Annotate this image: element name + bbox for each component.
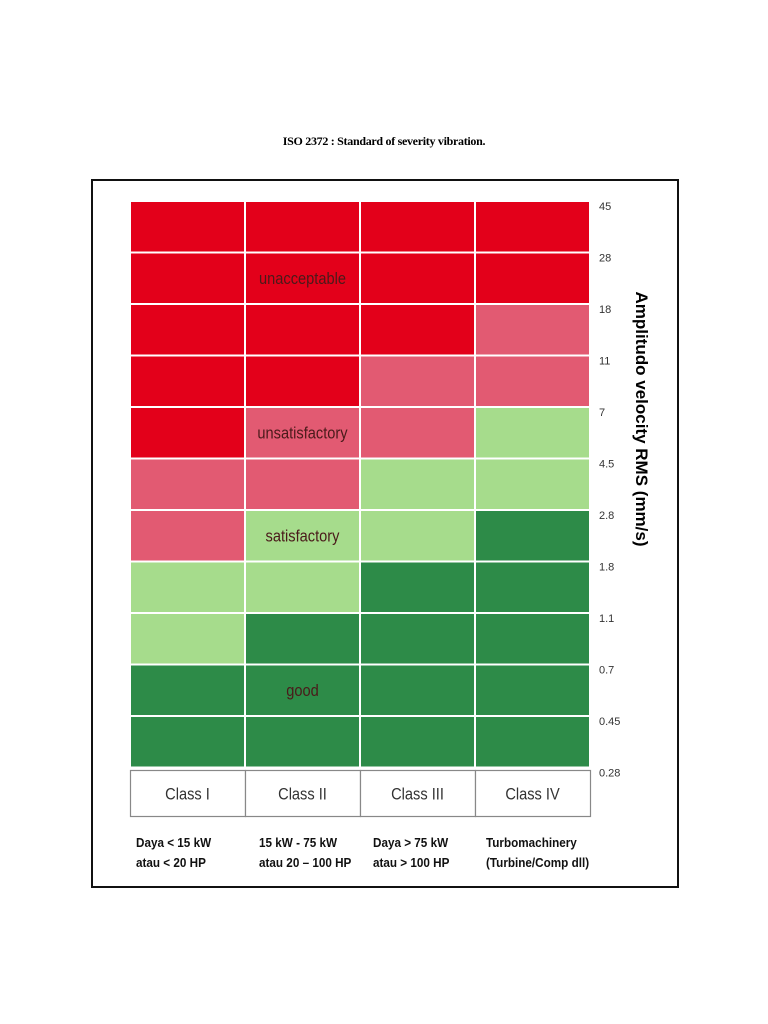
y-tick-label: 2.8 (599, 510, 614, 522)
y-tick-label: 0.28 (599, 768, 620, 780)
class-boxes: Class I Class II Class III Class IV (129, 769, 592, 818)
zone-cell-good (476, 614, 589, 664)
zone-cell-unsatisfactory (131, 511, 244, 561)
zone-cell-good (246, 614, 359, 664)
rating-label-satisfactory: satisfactory (266, 528, 340, 546)
zone-cell-unacceptable (131, 305, 244, 355)
zone-cell-unsatisfactory (246, 459, 359, 509)
y-tick-label: 11 (599, 356, 610, 368)
class-description-1: Daya < 15 kW atau < 20 HP (136, 833, 211, 873)
zone-cell-good (476, 717, 589, 767)
class-2-line-1: 15 kW - 75 kW (259, 835, 338, 850)
zone-cell-unsatisfactory (476, 305, 589, 355)
zone-cell-satisfactory (476, 459, 589, 509)
zone-cell-unacceptable (131, 253, 244, 303)
class-1-line-2: atau < 20 HP (136, 855, 206, 870)
class-4-line-1: Turbomachinery (486, 835, 577, 850)
y-tick-label: 45 (599, 201, 611, 213)
zone-cell-unacceptable (361, 305, 474, 355)
class-label: Class I (165, 786, 210, 804)
zone-cell-unsatisfactory (361, 356, 474, 406)
zone-cell-satisfactory (361, 459, 474, 509)
zone-cell-unacceptable (476, 202, 589, 252)
class-label: Class III (391, 786, 444, 804)
y-tick-label: 18 (599, 304, 611, 316)
document-title: ISO 2372 : Standard of severity vibratio… (282, 134, 486, 148)
class-description-3: Daya > 75 kW atau > 100 HP (373, 833, 449, 873)
zone-cell-good (131, 665, 244, 715)
class-2-line-2: atau 20 – 100 HP (259, 855, 352, 870)
y-tick-label: 4.5 (599, 459, 614, 471)
zone-cell-good (361, 665, 474, 715)
zone-cell-satisfactory (131, 614, 244, 664)
zone-cell-satisfactory (246, 562, 359, 612)
zone-cell-good (476, 511, 589, 561)
y-axis-label: Amplitudo velocity RMS (mm/s) (632, 291, 651, 546)
zone-cell-good (246, 717, 359, 767)
y-tick-label: 1.8 (599, 562, 614, 574)
zone-cell-good (361, 717, 474, 767)
y-tick-label: 7 (599, 407, 605, 419)
zone-cell-good (361, 562, 474, 612)
zone-cell-satisfactory (131, 562, 244, 612)
class-3-line-2: atau > 100 HP (373, 855, 450, 870)
class-label: Class IV (505, 786, 560, 804)
class-box (474, 769, 592, 818)
rating-label-good: good (286, 682, 319, 700)
class-3-line-1: Daya > 75 kW (373, 835, 449, 850)
class-4-line-2: (Turbine/Comp dll) (486, 855, 590, 870)
class-box (359, 769, 477, 818)
zone-cell-good (361, 614, 474, 664)
zone-cell-good (131, 717, 244, 767)
class-1-line-1: Daya < 15 kW (136, 835, 212, 850)
class-description-2: 15 kW - 75 kW atau 20 – 100 HP (259, 833, 351, 873)
zone-cell-good (476, 665, 589, 715)
zone-cell-unsatisfactory (246, 408, 359, 458)
zone-cell-unacceptable (131, 408, 244, 458)
rating-labels: unacceptable unsatisfactory satisfactory go… (257, 270, 347, 700)
zone-cell-unacceptable (131, 202, 244, 252)
severity-chart: unacceptable unsatisfactory satisfactory go… (129, 201, 651, 818)
zone-cell-unacceptable (246, 202, 359, 252)
zone-cell-unacceptable (476, 253, 589, 303)
zone-cell-unacceptable (361, 253, 474, 303)
y-ticks: 45 28 18 11 7 4.5 2.8 1.8 1.1 0.7 0.45 0.28 (599, 201, 620, 780)
zone-cell-unacceptable (246, 305, 359, 355)
zone-cell-satisfactory (361, 511, 474, 561)
y-tick-label: 28 (599, 253, 611, 265)
zone-cell-unacceptable (246, 356, 359, 406)
y-tick-label: 0.7 (599, 665, 614, 677)
class-box (244, 769, 362, 818)
class-box (129, 769, 247, 818)
zone-cell-unacceptable (246, 253, 359, 303)
class-label: Class II (278, 786, 327, 804)
class-description-4: Turbomachinery (Turbine/Comp dll) (486, 833, 589, 873)
zone-cell-unacceptable (361, 202, 474, 252)
y-tick-label: 1.1 (599, 613, 614, 625)
chart-frame: unacceptable unsatisfactory satisfactory go… (91, 179, 679, 888)
zone-cell-good (476, 562, 589, 612)
zone-cell-unacceptable (131, 356, 244, 406)
rating-label-unsatisfactory: unsatisfactory (257, 425, 347, 443)
y-tick-label: 0.45 (599, 716, 620, 728)
zone-cell-good (246, 665, 359, 715)
rating-label-unacceptable: unacceptable (259, 270, 346, 288)
zone-cell-satisfactory (246, 511, 359, 561)
zone-cells (131, 202, 589, 767)
zone-cell-unsatisfactory (476, 356, 589, 406)
zone-cell-unsatisfactory (361, 408, 474, 458)
zone-cell-unsatisfactory (131, 459, 244, 509)
zone-cell-satisfactory (476, 408, 589, 458)
